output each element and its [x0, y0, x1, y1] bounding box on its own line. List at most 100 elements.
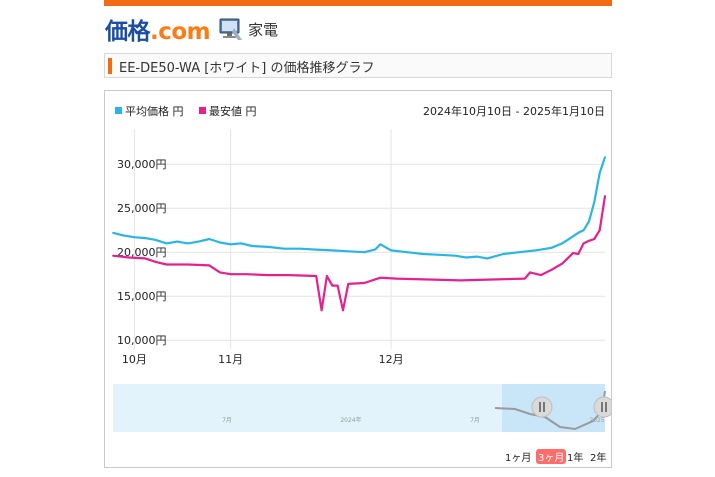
average-price-point[interactable]	[347, 250, 350, 253]
lowest-price-point[interactable]	[112, 254, 114, 257]
average-price-point[interactable]	[406, 251, 409, 254]
average-price-point[interactable]	[438, 253, 441, 256]
lowest-price-point[interactable]	[363, 282, 366, 284]
average-price-point[interactable]	[422, 253, 425, 255]
navigator-label: 7月	[470, 417, 480, 424]
lowest-price-point[interactable]	[459, 279, 462, 282]
average-price-point[interactable]	[144, 237, 146, 240]
average-price-point[interactable]	[267, 246, 269, 248]
average-price-point[interactable]	[315, 248, 318, 251]
lowest-price-point[interactable]	[572, 252, 574, 254]
average-price-point[interactable]	[454, 254, 457, 257]
average-price-point[interactable]	[572, 235, 574, 238]
average-price-point[interactable]	[390, 249, 392, 252]
average-price-point[interactable]	[154, 238, 157, 241]
average-price-point[interactable]	[598, 172, 601, 174]
average-price-point[interactable]	[588, 220, 590, 223]
average-price-point[interactable]	[219, 241, 221, 244]
range-navigator[interactable]: 7月 2024年 7月 2025	[113, 384, 611, 432]
lowest-price-point[interactable]	[598, 229, 601, 232]
lowest-price-point[interactable]	[165, 263, 168, 266]
lowest-price-point[interactable]	[577, 253, 580, 255]
lowest-price-point[interactable]	[208, 264, 211, 267]
average-price-point[interactable]	[550, 246, 553, 249]
lowest-price-point[interactable]	[588, 239, 590, 242]
average-price-point[interactable]	[465, 256, 467, 259]
lowest-price-point[interactable]	[326, 275, 328, 277]
average-price-point[interactable]	[518, 251, 521, 254]
range-button[interactable]: 2年	[590, 453, 607, 464]
average-price-point[interactable]	[593, 201, 596, 203]
average-price-point[interactable]	[331, 249, 334, 252]
lowest-price-point[interactable]	[288, 274, 291, 276]
average-price-point[interactable]	[561, 242, 564, 245]
lowest-price-point[interactable]	[154, 260, 157, 263]
lowest-price-point[interactable]	[491, 278, 494, 281]
average-price-point[interactable]	[133, 236, 136, 239]
lowest-price-point[interactable]	[320, 309, 323, 312]
average-price-point[interactable]	[534, 249, 537, 252]
lowest-price-point[interactable]	[566, 257, 569, 260]
price-chart-panel: 10,000円 15,000円 20,000円 25,000円 30,000円 10月 1…	[104, 90, 612, 468]
average-price-point[interactable]	[208, 238, 211, 240]
lowest-price-point[interactable]	[186, 263, 189, 266]
average-price-point[interactable]	[229, 243, 232, 246]
legend-label[interactable]: 最安値 円	[209, 104, 257, 118]
lowest-price-point[interactable]	[529, 271, 532, 274]
price-chart[interactable]: 10,000円 15,000円 20,000円 25,000円 30,000円 10月 1…	[105, 91, 611, 467]
average-price-point[interactable]	[165, 242, 168, 245]
lowest-price-point[interactable]	[379, 276, 382, 279]
average-price-point[interactable]	[502, 253, 505, 255]
average-price-point[interactable]	[251, 245, 253, 247]
lowest-price-point[interactable]	[539, 274, 542, 276]
site-logo[interactable]: 価格.com	[105, 19, 211, 45]
average-price-point[interactable]	[363, 251, 366, 254]
average-price-point[interactable]	[240, 242, 243, 245]
lowest-price-point[interactable]	[342, 309, 344, 312]
range-button[interactable]: 1年	[567, 453, 584, 464]
lowest-price-point[interactable]	[144, 257, 146, 260]
lowest-price-point[interactable]	[315, 275, 318, 277]
average-price-point[interactable]	[283, 247, 286, 250]
legend-label[interactable]: 平均価格 円	[125, 104, 184, 118]
lowest-price-point[interactable]	[604, 194, 606, 197]
range-button[interactable]: 1ヶ月	[505, 453, 532, 464]
average-price-point[interactable]	[604, 156, 606, 159]
lowest-price-point[interactable]	[427, 278, 430, 281]
lowest-price-point[interactable]	[219, 271, 221, 274]
appliance-pc-icon	[219, 18, 243, 40]
lowest-price-point[interactable]	[245, 273, 248, 276]
lowest-price-point[interactable]	[267, 274, 269, 276]
lowest-price-point[interactable]	[523, 277, 526, 280]
lowest-price-point[interactable]	[336, 284, 339, 287]
range-button[interactable]: 3ヶ月	[536, 449, 567, 464]
average-price-point[interactable]	[197, 240, 200, 243]
navigator-left-handle[interactable]	[531, 396, 553, 418]
navigator-label: 7月	[222, 417, 232, 424]
average-price-point[interactable]	[475, 255, 478, 258]
lowest-price-point[interactable]	[347, 282, 350, 285]
title-accent	[108, 58, 112, 74]
average-price-point[interactable]	[379, 243, 382, 246]
lowest-price-point[interactable]	[331, 284, 334, 287]
average-price-point[interactable]	[186, 242, 189, 245]
lowest-price-point[interactable]	[550, 268, 553, 271]
average-price-point[interactable]	[577, 231, 580, 234]
lowest-price-point[interactable]	[128, 256, 130, 259]
average-price-point[interactable]	[486, 257, 489, 260]
lowest-price-point[interactable]	[229, 273, 232, 276]
average-price-point[interactable]	[122, 234, 125, 237]
average-price-point[interactable]	[176, 240, 179, 243]
lowest-price-point[interactable]	[395, 277, 398, 280]
navigator-selection[interactable]	[502, 384, 605, 432]
navigator-right-handle[interactable]	[593, 396, 611, 418]
average-price-point[interactable]	[374, 248, 376, 251]
average-price-point[interactable]	[112, 231, 114, 234]
lowest-price-point[interactable]	[593, 238, 596, 240]
lowest-price-line[interactable]	[112, 195, 607, 312]
lowest-price-point[interactable]	[582, 242, 585, 245]
average-price-point[interactable]	[582, 229, 585, 232]
lowest-price-point[interactable]	[561, 262, 564, 265]
average-price-point[interactable]	[299, 247, 302, 250]
category-label[interactable]: 家電	[248, 20, 279, 39]
